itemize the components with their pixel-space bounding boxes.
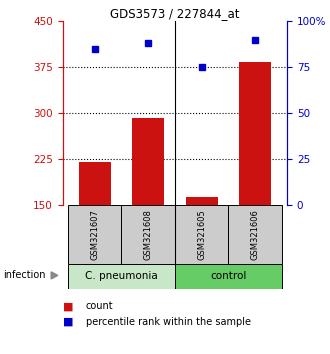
Text: control: control [210,271,247,281]
Text: GSM321608: GSM321608 [144,209,153,260]
Text: percentile rank within the sample: percentile rank within the sample [86,317,251,327]
Bar [68,264,175,289]
Bar [68,205,121,264]
Text: GSM321605: GSM321605 [197,209,206,260]
Title: GDS3573 / 227844_at: GDS3573 / 227844_at [110,7,240,20]
Text: count: count [86,301,114,311]
Bar [121,205,175,264]
Bar [228,205,282,264]
Bar [239,62,271,205]
Bar [79,162,111,205]
Text: ■: ■ [63,317,73,327]
Bar [175,264,282,289]
Bar [185,197,218,205]
Bar [132,118,164,205]
Bar [175,205,228,264]
Text: infection: infection [3,270,46,280]
Polygon shape [51,272,58,279]
Text: ■: ■ [63,301,73,311]
Text: C. pneumonia: C. pneumonia [85,271,158,281]
Text: GSM321606: GSM321606 [250,209,259,260]
Text: GSM321607: GSM321607 [90,209,99,260]
